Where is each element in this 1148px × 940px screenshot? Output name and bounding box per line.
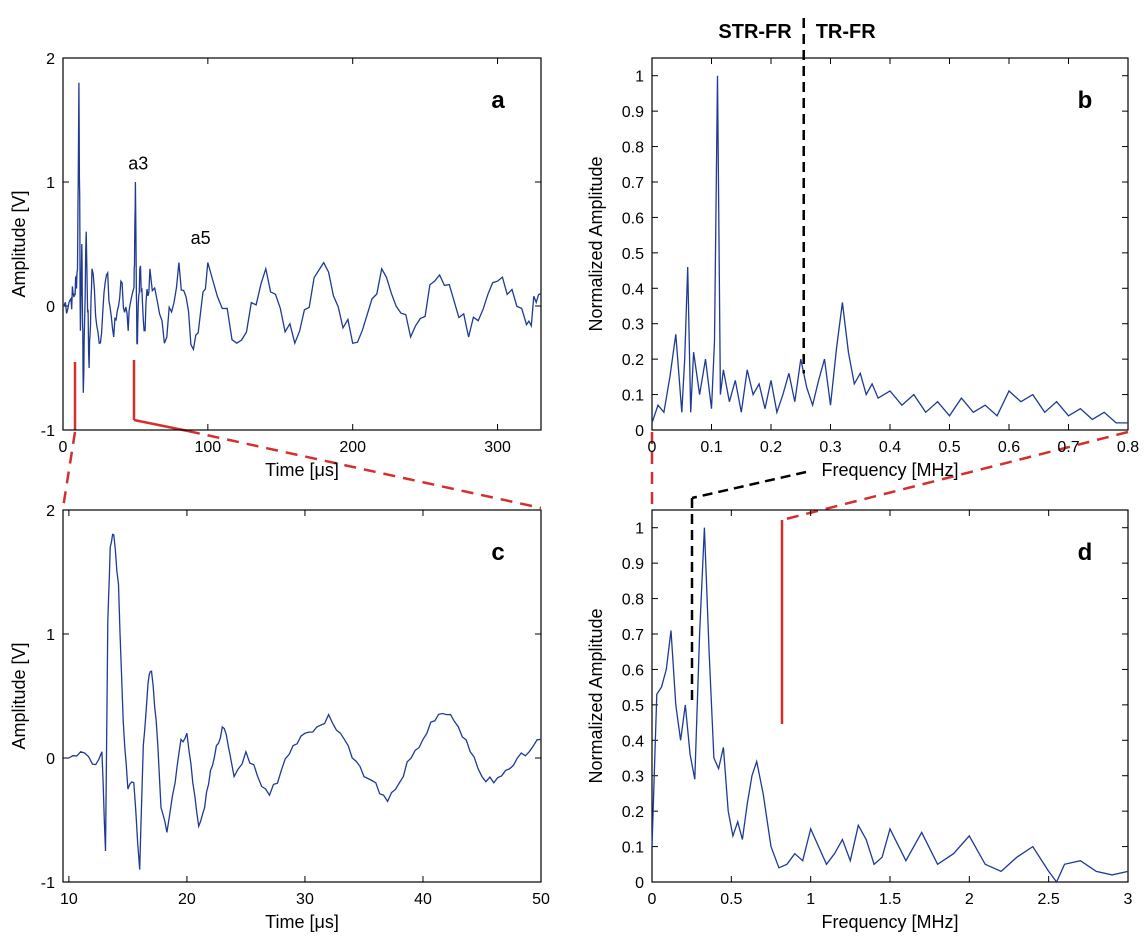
x-tick-label: 30	[296, 891, 314, 908]
x-tick-label: 0.4	[879, 439, 901, 456]
y-tick-label: 1	[46, 175, 55, 192]
y-tick-label: 0.5	[622, 246, 644, 263]
y-tick-label: 0.7	[622, 175, 644, 192]
panel-letter: a	[491, 87, 505, 114]
plot-frame	[62, 509, 542, 883]
y-tick-label: -1	[41, 423, 55, 440]
y-tick-label: 1	[635, 521, 644, 538]
panel-letter: c	[491, 539, 504, 566]
y-tick-label: 0.7	[622, 627, 644, 644]
x-tick-label: 3	[1124, 891, 1133, 908]
y-tick-label: 0.2	[622, 804, 644, 821]
y-tick-label: 0.3	[622, 769, 644, 786]
y-tick-label: 1	[635, 69, 644, 86]
y-tick-label: 0.1	[622, 840, 644, 857]
x-tick-label: 0	[59, 439, 68, 456]
annotation-label: a5	[191, 228, 211, 248]
x-tick-label: 40	[414, 891, 432, 908]
panel-b: 0 0.1 0.2 0.3 0.4 0.5 0.6 0.7 0.8 0 0.1 0.2 0.3 0.4 0.…	[586, 18, 1139, 480]
x-axis-label: Time [μs]	[265, 912, 339, 932]
x-axis-label: Frequency [MHz]	[821, 460, 958, 480]
x-tick-label: 20	[178, 891, 196, 908]
y-tick-label: 0.4	[622, 733, 644, 750]
y-tick-label: 0	[46, 299, 55, 316]
x-tick-label: 1	[806, 891, 815, 908]
x-tick-label: 0.5	[720, 891, 742, 908]
x-axis-label: Frequency [MHz]	[821, 912, 958, 932]
series-line	[68, 533, 542, 870]
x-tick-label: 2.5	[1038, 891, 1060, 908]
y-tick-label: 0	[635, 875, 644, 892]
y-axis-label: Normalized Amplitude	[586, 156, 606, 331]
zoom-link-left	[61, 431, 77, 509]
zoom-connectors	[61, 360, 1129, 724]
y-tick-label: 2	[46, 503, 55, 520]
x-tick-label: 0.7	[1057, 439, 1079, 456]
x-tick-label: 0	[648, 439, 657, 456]
y-tick-label: 0.8	[622, 140, 644, 157]
y-tick-label: 0.3	[622, 317, 644, 334]
x-tick-label: 300	[484, 439, 511, 456]
panel-d: 0 0.5 1 1.5 2 2.5 3 0 0.1 0.2 0.3 0.4 0.5 0.6 0.7 0.8 0.…	[586, 509, 1133, 932]
x-tick-label: 100	[194, 439, 221, 456]
y-tick-label: 0.8	[622, 592, 644, 609]
y-tick-label: 0.1	[622, 388, 644, 405]
zoom-bracket-right-foot	[133, 418, 189, 433]
y-axis-label: Normalized Amplitude	[586, 608, 606, 783]
x-tick-label: 50	[532, 891, 550, 908]
x-tick-label: 1.5	[879, 891, 901, 908]
x-tick-label: 10	[60, 891, 78, 908]
panel-c: 10 20 30 40 50 -1 0 1 2 Time [μs] Amplitude [V] c	[9, 503, 550, 932]
y-tick-label: 0	[635, 423, 644, 440]
y-tick-label: -1	[41, 875, 55, 892]
x-tick-label: 0.6	[998, 439, 1020, 456]
y-tick-label: 2	[46, 51, 55, 68]
y-tick-label: 1	[46, 627, 55, 644]
y-tick-label: 0.4	[622, 281, 644, 298]
y-tick-label: 0.9	[622, 556, 644, 573]
plot-frame	[651, 509, 1129, 883]
series-line	[651, 75, 1128, 424]
x-tick-label: 0.3	[819, 439, 841, 456]
y-tick-label: 0.6	[622, 210, 644, 227]
y-tick-label: 0.5	[622, 698, 644, 715]
y-axis-label: Amplitude [V]	[9, 190, 29, 297]
series-line	[62, 82, 542, 393]
y-tick-label: 0	[46, 751, 55, 768]
x-axis-label: Time [μs]	[265, 460, 339, 480]
series-line	[651, 527, 1129, 884]
region-label: STR-FR	[718, 21, 792, 43]
zoom-link-right	[187, 429, 542, 510]
region-label: TR-FR	[816, 21, 877, 43]
x-tick-label: 200	[339, 439, 366, 456]
y-tick-label: 0.6	[622, 662, 644, 679]
divider-link	[691, 470, 807, 500]
annotation-label: a3	[128, 154, 148, 174]
x-tick-label: 0.1	[700, 439, 722, 456]
x-tick-label: 2	[965, 891, 974, 908]
panel-letter: b	[1078, 87, 1093, 114]
x-tick-label: 0.2	[760, 439, 782, 456]
y-axis-label: Amplitude [V]	[9, 642, 29, 749]
panel-letter: d	[1078, 539, 1093, 566]
plot-frame	[62, 57, 542, 431]
x-tick-label: 0	[648, 891, 657, 908]
y-tick-label: 0.9	[622, 104, 644, 121]
y-tick-label: 0.2	[622, 352, 644, 369]
x-tick-label: 0.5	[938, 439, 960, 456]
x-tick-label: 0.8	[1117, 439, 1139, 456]
